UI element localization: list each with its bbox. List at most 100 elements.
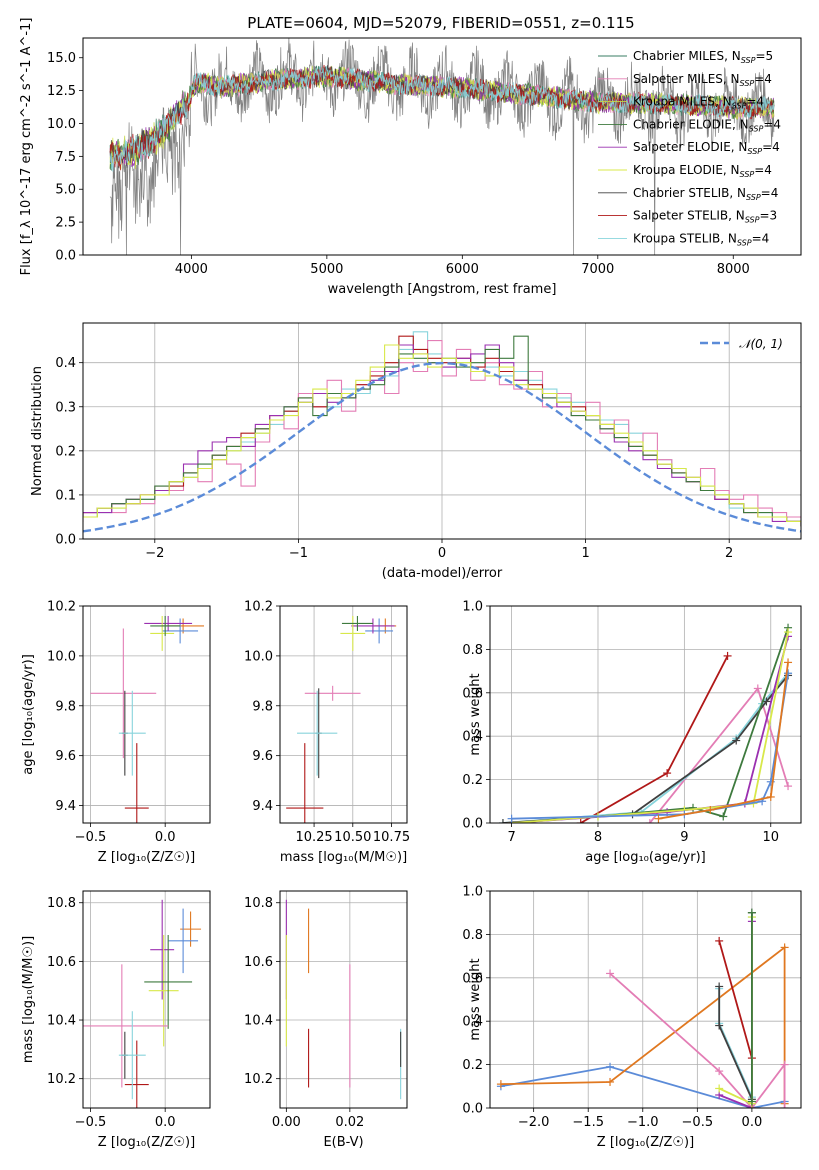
axes-frame (489, 890, 802, 1109)
errorbar-point (150, 899, 175, 1000)
y-tick-label: 10.6 (244, 955, 273, 970)
plus-marker (496, 1080, 505, 1089)
errorbar-point (124, 743, 149, 823)
axes-frame (279, 605, 408, 824)
y-tick-label: 10.8 (244, 896, 273, 911)
axes-frame (489, 605, 802, 824)
plus-marker (715, 936, 724, 945)
panel-age-vs-Z: −0.5 0.0 9.4 9.6 9.8 10.0 10.2 Z [log₁₀(Z/Z☉)] a… (21, 600, 211, 865)
plus-marker (766, 792, 775, 801)
x-tick-label: 0.0 (155, 1115, 176, 1130)
y-tick-label: 9.8 (55, 699, 76, 714)
plot-area (83, 899, 202, 1108)
plus-marker (719, 812, 728, 821)
x-tick-label: −1.5 (572, 1115, 604, 1130)
y-tick-label: 0.4 (462, 1015, 483, 1030)
x-tick-label: −1.0 (627, 1115, 659, 1130)
x-axis-label: Z [log₁₀(Z/Z☉)] (98, 1135, 195, 1150)
y-tick-label: 0.0 (55, 533, 76, 548)
errorbar-point (340, 615, 366, 651)
plus-marker (747, 908, 756, 917)
x-tick-label: −2 (145, 546, 164, 561)
x-tick-label: 0 (438, 546, 446, 561)
panel-mass-vs-Z: −0.5 0.0 10.2 10.4 10.6 10.8 Z [log₁₀(Z/Z☉)] ma… (21, 890, 211, 1150)
plus-marker (715, 982, 724, 991)
x-tick-label: 5000 (310, 262, 343, 277)
y-axis-label: mass weight (468, 673, 483, 755)
x-tick-label: 9 (680, 830, 688, 845)
plus-marker (689, 803, 698, 812)
y-tick-label: 5.0 (55, 183, 76, 198)
x-axis-label: mass [log₁₀(M/M☉)] (280, 850, 407, 865)
plus-marker (784, 658, 793, 667)
plus-marker (606, 1062, 615, 1071)
legend-label: Kroupa STELIB, NSSP=4 (633, 231, 769, 247)
plot-area (109, 38, 775, 255)
x-tick-label: −0.5 (75, 830, 107, 845)
plus-marker (784, 628, 793, 637)
y-tick-label: 0.0 (55, 249, 76, 264)
panel-mass-vs-EBV: 0.00 0.02 10.2 10.4 10.6 10.8 E(B-V) (244, 890, 408, 1150)
plus-marker (762, 697, 771, 706)
y-tick-label: 10.2 (47, 1072, 76, 1087)
plus-marker (780, 1060, 789, 1069)
axes-frame (279, 890, 408, 1109)
y-tick-label: 0.8 (462, 928, 483, 943)
normal-curve (83, 361, 801, 533)
x-tick-label: 10 (762, 830, 779, 845)
x-tick-label: 6000 (446, 262, 479, 277)
x-axis-label: Z [log₁₀(Z/Z☉)] (98, 850, 195, 865)
y-tick-label: 9.4 (252, 799, 273, 814)
y-tick-label: 0.6 (462, 686, 483, 701)
y-tick-label: 10.4 (47, 1014, 76, 1029)
plus-marker (715, 1021, 724, 1030)
y-axis-label: mass [log₁₀(M/M☉)] (21, 936, 36, 1063)
plus-marker (498, 819, 507, 823)
y-tick-label: 10.8 (47, 896, 76, 911)
y-tick-label: 10.2 (244, 1072, 273, 1087)
errorbar-point (341, 615, 373, 631)
y-axis-label: mass weight (468, 958, 483, 1040)
y-tick-label: 1.0 (462, 885, 483, 900)
axes-frame (82, 890, 211, 1109)
y-tick-label: 0.2 (462, 773, 483, 788)
plus-marker (715, 1084, 724, 1093)
x-tick-label: −0.5 (75, 1115, 107, 1130)
panel-age-vs-mass: 10.25 10.50 10.75 9.4 9.6 9.8 10.0 10.2 mass [lo… (244, 600, 410, 866)
observed-spectrum (109, 38, 775, 255)
errorbar-point (304, 685, 361, 701)
x-tick-label: 0.0 (742, 1115, 763, 1130)
y-tick-label: 1.0 (462, 600, 483, 615)
plus-marker (715, 1067, 724, 1076)
plus-marker (780, 1104, 789, 1108)
plus-marker (507, 814, 516, 823)
y-tick-label: 10.4 (244, 1014, 273, 1029)
x-axis-label: Z [log₁₀(Z/Z☉)] (597, 1135, 694, 1150)
x-tick-label: 0.0 (155, 830, 176, 845)
panel-massweight-vs-age: 7 8 9 10 0.0 0.2 0.4 0.6 0.8 1.0 age [log₁₀(age/yr… (462, 600, 802, 865)
plot-area (498, 623, 793, 823)
y-tick-label: 9.4 (55, 799, 76, 814)
figure-title: PLATE=0604, MJD=52079, FIBERID=0551, z=0… (247, 14, 634, 32)
y-tick-label: 0.3 (55, 400, 76, 415)
plus-marker (753, 684, 762, 693)
panel-residuals: 𝒩(0, 1) −2 −1 0 1 2 0.0 0.1 0.2 0.3 0.4 (data-model… (30, 322, 802, 581)
y-tick-label: 9.6 (55, 749, 76, 764)
legend-label: Chabrier STELIB, NSSP=4 (633, 186, 778, 202)
x-tick-label: 8000 (717, 262, 750, 277)
y-tick-label: 0.4 (462, 730, 483, 745)
x-tick-label: 10.50 (334, 830, 371, 845)
y-axis-label: Flux [f_λ 10^-17 erg cm^-2 s^-1 A^-1] (19, 18, 34, 276)
y-tick-label: 10.6 (47, 955, 76, 970)
plus-marker (663, 769, 672, 778)
plot-area (286, 615, 397, 823)
plot-area (285, 899, 402, 1100)
x-tick-label: −0.5 (682, 1115, 714, 1130)
y-tick-label: 0.4 (55, 356, 76, 371)
errorbar-point (297, 690, 338, 776)
legend-label: Chabrier MILES, NSSP=5 (633, 49, 773, 65)
errorbar-point (148, 934, 179, 1047)
panel-spectrum: Chabrier MILES, NSSP=5 Salpeter MILES, NS… (19, 18, 802, 297)
y-tick-label: 7.5 (55, 150, 76, 165)
errorbar-point (144, 615, 193, 631)
